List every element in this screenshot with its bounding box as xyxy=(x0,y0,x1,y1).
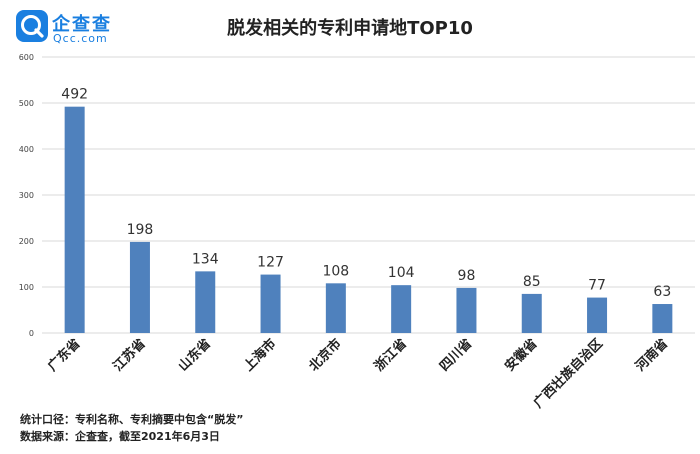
y-tick-label: 300 xyxy=(19,191,34,200)
data-label: 104 xyxy=(388,265,415,281)
footnote-source: 数据来源：企查查，截至2021年6月3日 xyxy=(20,430,220,443)
y-tick-label: 600 xyxy=(19,53,34,62)
qcc-logo-icon xyxy=(16,10,48,42)
x-tick-label: 河南省 xyxy=(632,336,671,375)
data-label: 198 xyxy=(127,222,154,238)
bar xyxy=(652,304,673,333)
footnote-scope: 统计口径：专利名称、专利摘要中包含“脱发” xyxy=(20,413,244,426)
chart-title: 脱发相关的专利申请地TOP10 xyxy=(227,18,473,39)
x-tick-label: 广东省 xyxy=(45,336,84,375)
bar xyxy=(587,297,608,333)
bar xyxy=(195,271,216,333)
brand-name: 企查查 xyxy=(52,14,112,35)
bar xyxy=(391,285,412,333)
x-tick-label: 山东省 xyxy=(175,336,214,375)
brand-logo: 企查查 Qcc.com xyxy=(16,10,156,45)
y-tick-label: 100 xyxy=(19,283,34,292)
x-tick-label: 四川省 xyxy=(436,336,475,375)
data-label: 492 xyxy=(61,87,88,103)
y-tick-label: 200 xyxy=(19,237,34,246)
x-tick-label: 广西壮族自治区 xyxy=(530,336,606,412)
data-label: 108 xyxy=(322,263,349,279)
bar xyxy=(64,106,85,334)
y-tick-label: 0 xyxy=(29,329,34,338)
x-tick-label: 浙江省 xyxy=(371,336,410,375)
brand-domain: Qcc.com xyxy=(53,32,108,45)
x-tick-label: 江苏省 xyxy=(110,336,149,375)
bar xyxy=(456,287,477,333)
data-label: 77 xyxy=(588,278,606,294)
bar xyxy=(325,283,346,333)
x-tick-label: 安徽省 xyxy=(502,336,541,375)
bar xyxy=(260,274,281,333)
y-tick-label: 400 xyxy=(19,145,34,154)
bar xyxy=(521,293,542,333)
data-label: 134 xyxy=(192,251,219,267)
y-tick-label: 500 xyxy=(19,99,34,108)
data-label: 63 xyxy=(653,284,671,300)
x-tick-label: 北京市 xyxy=(306,336,345,375)
data-label: 85 xyxy=(523,274,541,290)
x-tick-label: 上海市 xyxy=(240,336,279,375)
data-label: 98 xyxy=(458,268,476,284)
data-label: 127 xyxy=(257,255,284,271)
bar xyxy=(129,241,150,333)
